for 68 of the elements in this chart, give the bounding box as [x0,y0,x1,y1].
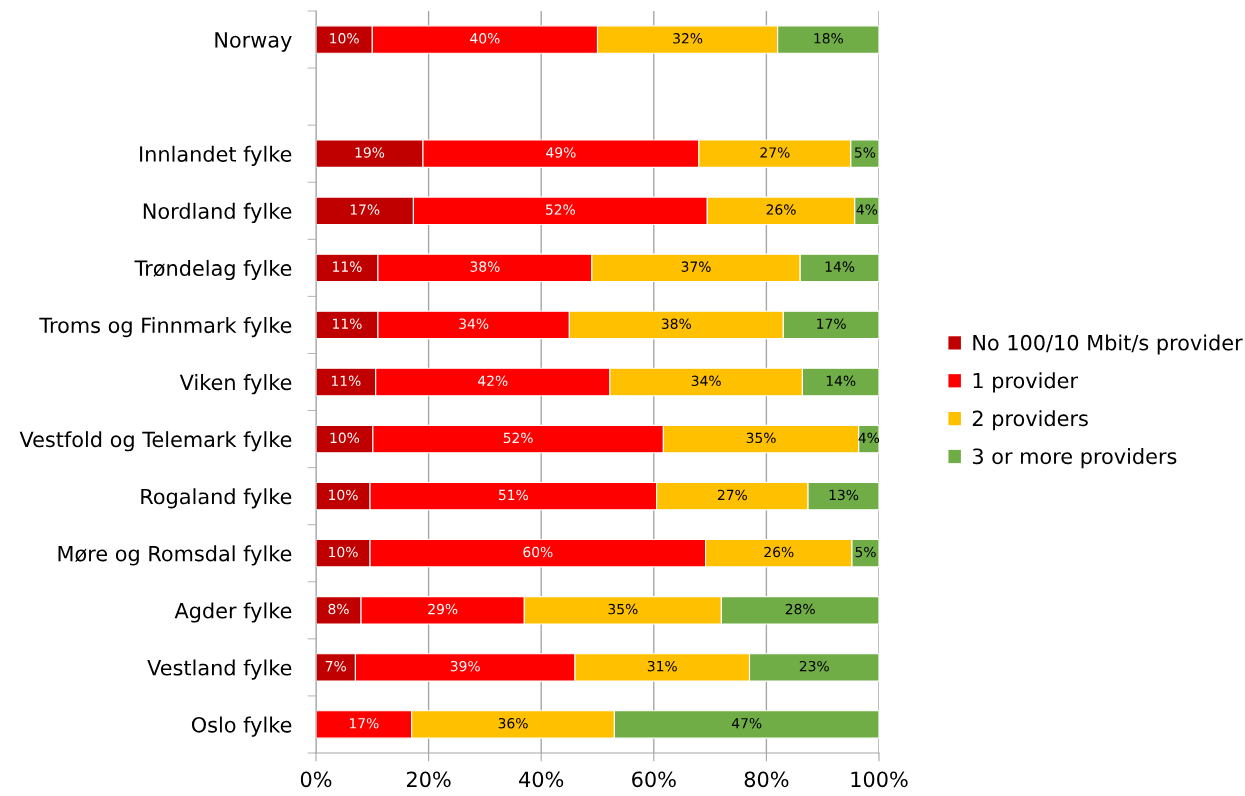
data-label: 14% [826,375,856,387]
y-tick-label: Møre og Romsdal fylke [58,545,292,566]
data-label: 7% [325,660,346,672]
data-label: 5% [855,546,876,558]
x-tick-label: 60% [632,771,676,788]
x-tick-label: 100% [851,771,908,788]
data-label: 13% [829,489,859,501]
data-label: 34% [459,318,489,329]
data-label: 17% [350,204,380,215]
legend-label: 3 or more providers [972,448,1177,469]
data-label: 37% [681,261,711,272]
y-tick-label: Rogaland fylke [141,488,292,509]
data-label: 26% [764,546,794,558]
data-label: 31% [647,660,677,672]
data-label: 19% [355,147,385,158]
data-label: 10% [330,432,360,444]
data-label: 36% [498,717,528,729]
data-label: 23% [799,660,829,672]
y-tick-label: Vestland fylke [147,659,292,680]
data-label: 27% [760,147,790,158]
x-tick-label: 80% [744,771,789,788]
data-label: 35% [746,432,776,444]
data-label: 14% [825,261,855,272]
data-label: 34% [691,375,721,387]
data-label: 52% [503,432,533,444]
data-label: 18% [814,33,843,44]
data-label: 42% [478,375,508,387]
data-label: 52% [545,204,576,215]
data-label: 40% [470,33,500,44]
data-label: 60% [523,546,553,558]
x-tick-label: 20% [406,771,451,788]
y-tick-label: Trøndelag fylke [134,259,292,281]
y-tick-label: Nordland fylke [143,202,292,224]
data-label: 29% [428,603,458,615]
data-label: 35% [608,603,638,615]
data-label: 51% [498,489,528,501]
data-label: 11% [333,261,362,272]
data-label: 5% [854,147,876,158]
data-label: 4% [856,204,878,215]
data-label: 8% [328,603,349,615]
data-label: 10% [329,546,358,558]
data-label: 27% [717,489,748,501]
data-label: 28% [785,603,815,615]
data-label: 17% [817,318,846,329]
data-label: 26% [766,204,796,215]
data-label: 38% [470,261,500,272]
data-label: 38% [661,318,691,329]
data-label: 11% [331,375,361,387]
data-label: 10% [329,489,358,501]
legend-label: 2 providers [972,410,1088,431]
data-label: 47% [731,717,762,729]
y-tick-label: Norway [215,32,292,52]
data-label: 39% [450,660,480,672]
y-tick-label: Innlandet fylke [140,145,292,166]
y-tick-label: Agder fylke [174,602,292,623]
legend-label: No 100/10 Mbit/s provider [973,334,1243,355]
y-tick-label: Oslo fylke [191,716,292,737]
x-tick-label: 40% [519,771,564,788]
legend-label: 1 provider [973,372,1078,393]
data-label: 49% [546,147,576,158]
y-tick-label: Vestfold og Telemark fylke [19,431,292,452]
y-tick-label: Troms og Finnmark fylke [39,317,292,338]
y-tick-label: Viken fylke [179,374,292,395]
data-label: 10% [330,33,359,44]
data-label: 11% [333,318,362,329]
x-tick-label: 0% [300,771,332,788]
data-label: 32% [673,33,703,44]
data-label: 17% [349,717,379,729]
